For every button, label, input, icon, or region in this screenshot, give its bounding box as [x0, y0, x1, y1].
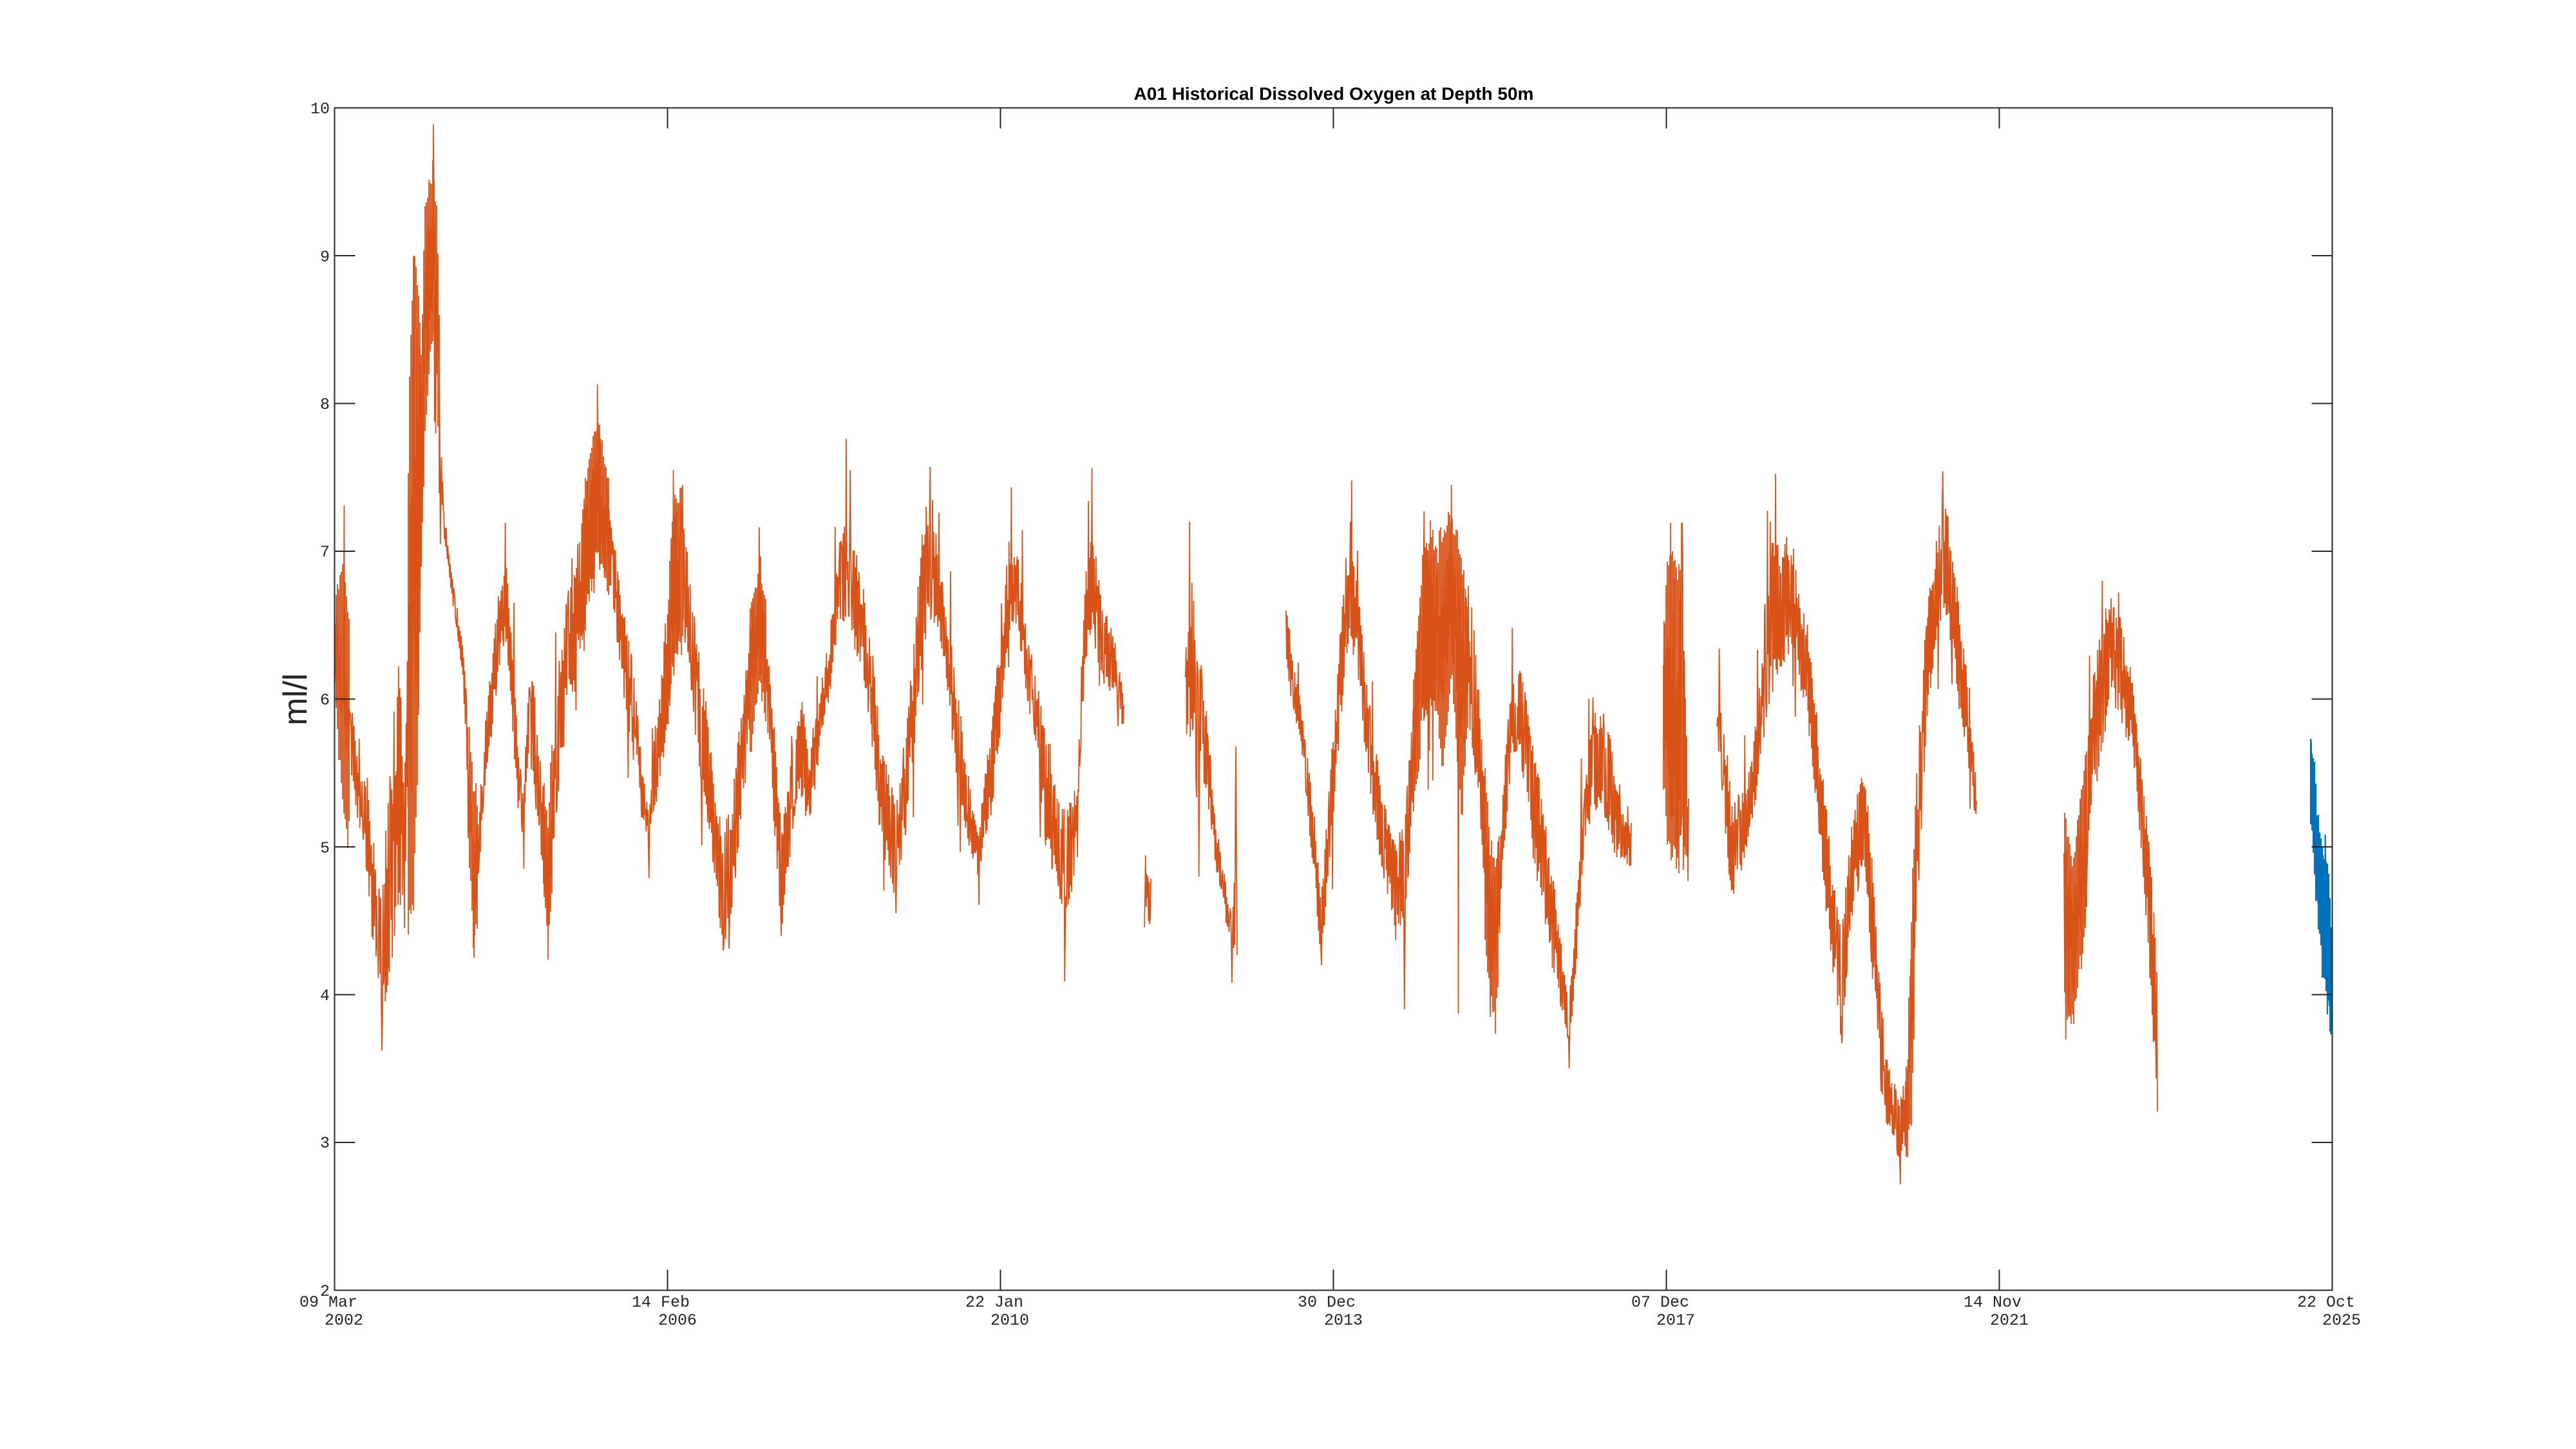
- svg-text:5: 5: [320, 839, 330, 858]
- svg-text:09 Mar: 09 Mar: [299, 1293, 357, 1312]
- svg-text:2010: 2010: [990, 1311, 1029, 1330]
- svg-text:4: 4: [320, 987, 330, 1005]
- svg-text:9: 9: [320, 248, 330, 267]
- svg-text:2: 2: [320, 1282, 330, 1301]
- svg-text:22 Jan: 22 Jan: [965, 1293, 1023, 1312]
- svg-text:2025: 2025: [2322, 1311, 2361, 1330]
- svg-text:8: 8: [320, 395, 330, 414]
- svg-text:30 Dec: 30 Dec: [1298, 1293, 1356, 1312]
- svg-text:2021: 2021: [1990, 1311, 2029, 1330]
- svg-text:14 Feb: 14 Feb: [632, 1293, 690, 1312]
- svg-text:14 Nov: 14 Nov: [1964, 1293, 2022, 1312]
- svg-text:6: 6: [320, 691, 330, 710]
- svg-text:2013: 2013: [1324, 1311, 1363, 1330]
- svg-text:2002: 2002: [325, 1311, 363, 1330]
- svg-text:2017: 2017: [1656, 1311, 1695, 1330]
- svg-text:7: 7: [320, 543, 330, 562]
- svg-text:A01 Historical Dissolved Oxyge: A01 Historical Dissolved Oxygen at Depth…: [1134, 84, 1534, 104]
- svg-text:3: 3: [320, 1134, 330, 1153]
- svg-text:22 Oct: 22 Oct: [2297, 1293, 2355, 1312]
- svg-text:07 Dec: 07 Dec: [1631, 1293, 1689, 1312]
- svg-text:ml/l: ml/l: [277, 674, 314, 726]
- svg-text:2006: 2006: [658, 1311, 697, 1330]
- svg-text:10: 10: [310, 100, 330, 118]
